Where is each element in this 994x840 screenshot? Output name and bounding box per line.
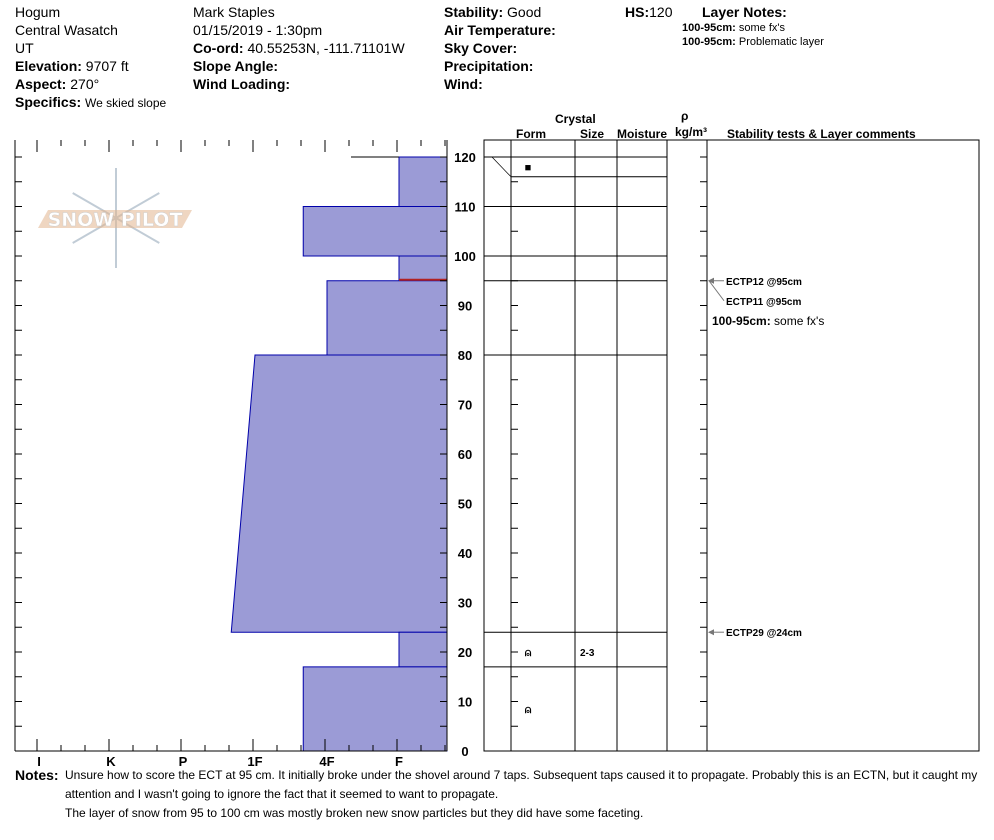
depth-label: 100 bbox=[454, 249, 476, 264]
layer-connector bbox=[491, 156, 512, 178]
depth-label: 80 bbox=[458, 348, 472, 363]
slope-angle-label: Slope Angle: bbox=[193, 58, 279, 74]
hardness-label: 1F bbox=[247, 754, 262, 769]
aspect-value: 270° bbox=[70, 76, 100, 92]
layer-table-frame bbox=[483, 139, 980, 752]
elevation-label: Elevation: bbox=[15, 58, 82, 74]
hardness-bar bbox=[302, 666, 448, 752]
rho-header: ρ bbox=[681, 109, 689, 123]
depth-label: 70 bbox=[458, 398, 472, 413]
form-header: Form bbox=[516, 127, 546, 141]
notes-line: Unsure how to score the ECT at 95 cm. It… bbox=[65, 768, 978, 782]
elevation-value: 9707 ft bbox=[85, 58, 129, 74]
observer: Mark Staples bbox=[193, 4, 275, 20]
hardness-label: P bbox=[179, 754, 188, 769]
elevation: Elevation: 9707 ft bbox=[15, 57, 129, 75]
hardness-bar bbox=[398, 156, 448, 207]
depth-label: 110 bbox=[455, 200, 476, 215]
moisture-header: Moisture bbox=[617, 127, 668, 141]
notes-label: Notes: bbox=[15, 767, 59, 783]
hardness-label: F bbox=[395, 754, 403, 769]
sky-cover-label: Sky Cover: bbox=[444, 40, 518, 56]
hs-value: 120 bbox=[649, 4, 673, 20]
comments-header: Stability tests & Layer comments bbox=[727, 127, 916, 141]
logo-text: SNOW PILOT bbox=[48, 209, 183, 231]
depth-label: 20 bbox=[458, 645, 472, 660]
grain-size: 2-3 bbox=[580, 648, 595, 659]
stability-value: Good bbox=[507, 4, 542, 20]
grain-form-icon: ■ bbox=[525, 162, 532, 174]
grain-form-icon: ⍝ bbox=[525, 647, 532, 659]
notes-line: The layer of snow from 95 to 100 cm was … bbox=[65, 806, 644, 820]
stability-test: ECTP12 @95cm bbox=[726, 277, 802, 288]
depth-label: 120 bbox=[454, 150, 476, 165]
location: Hogum bbox=[15, 4, 61, 20]
hardness-bar bbox=[398, 255, 448, 282]
stability-label: Stability: bbox=[444, 4, 504, 20]
air-temp-label: Air Temperature: bbox=[444, 22, 556, 38]
depth-label: 30 bbox=[458, 596, 472, 611]
layer-note-range: 100-95cm: bbox=[682, 36, 736, 48]
hardness-bar bbox=[302, 206, 448, 257]
hardness-label: K bbox=[106, 754, 116, 769]
arrow-head-icon bbox=[708, 629, 714, 636]
hardness-label: I bbox=[37, 754, 41, 769]
arrow-head-icon bbox=[708, 277, 714, 284]
layer-note: 100-95cm: some fx's bbox=[682, 21, 785, 36]
stability-test: ECTP29 @24cm bbox=[726, 628, 802, 639]
hs-label: HS: bbox=[625, 4, 650, 20]
depth-label: 0 bbox=[461, 744, 468, 759]
depth-label: 60 bbox=[458, 447, 472, 462]
layer-note-text: some fx's bbox=[738, 22, 786, 34]
depth-label: 40 bbox=[458, 546, 472, 561]
hardness-bar bbox=[398, 631, 448, 668]
coord-label: Co-ord: bbox=[193, 40, 244, 56]
hardness-label: 4F bbox=[319, 754, 334, 769]
hardness-bar bbox=[230, 354, 448, 633]
coord: Co-ord: 40.55253N, -111.71101W bbox=[193, 39, 405, 57]
layer-note-range: 100-95cm: bbox=[682, 22, 736, 34]
test-arrow bbox=[708, 280, 725, 302]
aspect-label: Aspect: bbox=[15, 76, 67, 92]
hardness-bar bbox=[326, 280, 448, 356]
depth-label: 10 bbox=[458, 695, 472, 710]
crystal-header: Crystal bbox=[555, 112, 596, 126]
hs: HS:120 bbox=[625, 3, 672, 21]
depth-label: 50 bbox=[458, 497, 472, 512]
state: UT bbox=[15, 40, 34, 56]
layer-note-text: Problematic layer bbox=[738, 36, 824, 48]
aspect: Aspect: 270° bbox=[15, 75, 99, 93]
density-unit-header: kg/m³ bbox=[675, 125, 708, 139]
layer-notes-label: Layer Notes: bbox=[702, 4, 787, 20]
stability: Stability: Good bbox=[444, 3, 541, 21]
layer-note: 100-95cm: Problematic layer bbox=[682, 35, 824, 50]
specifics-label: Specifics: bbox=[15, 94, 82, 110]
layer-comment: 100-95cm: some fx's bbox=[712, 314, 824, 328]
specifics: Specifics: We skied slope bbox=[15, 93, 166, 112]
size-header: Size bbox=[580, 127, 605, 141]
datetime: 01/15/2019 - 1:30pm bbox=[193, 22, 323, 38]
stability-test: ECTP11 @95cm bbox=[726, 297, 801, 308]
precipitation-label: Precipitation: bbox=[444, 58, 534, 74]
wind-loading-label: Wind Loading: bbox=[193, 76, 291, 92]
notes-line: attention and I wasn't going to ignore t… bbox=[65, 787, 499, 801]
depth-label: 90 bbox=[458, 299, 472, 314]
range: Central Wasatch bbox=[15, 22, 118, 38]
wind-label: Wind: bbox=[444, 76, 483, 92]
specifics-value: We skied slope bbox=[85, 96, 167, 110]
grain-form-icon: ⍝ bbox=[525, 704, 532, 716]
coord-value: 40.55253N, -111.71101W bbox=[247, 40, 405, 56]
logo-banner bbox=[38, 210, 192, 228]
